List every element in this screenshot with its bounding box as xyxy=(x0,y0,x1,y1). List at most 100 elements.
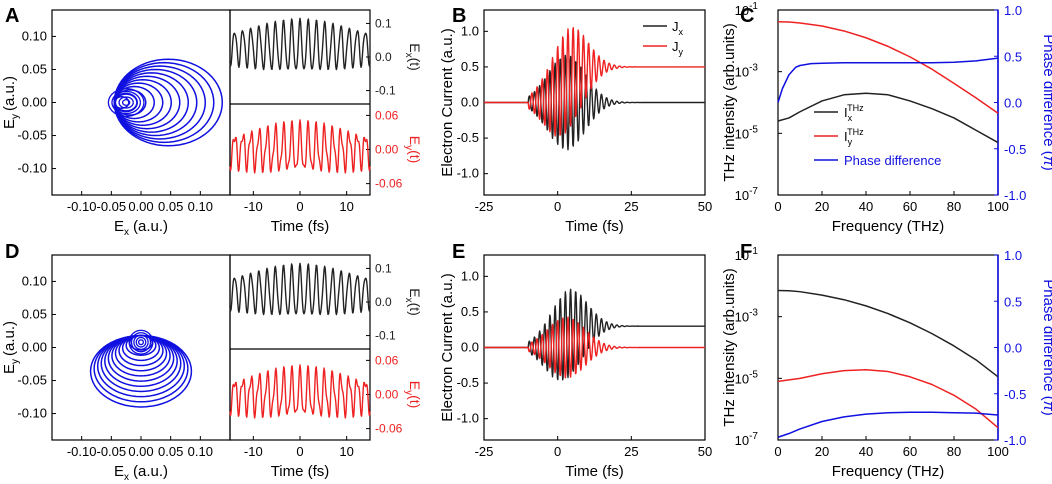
y-tick-label: 0.00 xyxy=(375,388,399,402)
x-tick-label: 25 xyxy=(624,444,638,459)
legend-sub: x xyxy=(679,27,684,37)
y-axis-label-main: E xyxy=(1,119,18,129)
y-tick-mantissa: 10 xyxy=(735,433,749,448)
y-tick-label: 10-1 xyxy=(735,246,759,263)
y-tick-mantissa: 10 xyxy=(735,371,749,386)
y-tick-label: -0.06 xyxy=(375,422,403,436)
x-tick-label: 50 xyxy=(698,444,712,459)
y-tick-label-right: 1.0 xyxy=(1004,3,1022,18)
y-tick-label: 0.1 xyxy=(375,261,392,275)
x-axis-label-unit: (a.u.) xyxy=(133,463,168,480)
x-axis-label: Time (fs) xyxy=(565,463,624,480)
trajectory-inner-loop xyxy=(121,99,131,106)
y-tick-label: 0.5 xyxy=(461,59,479,74)
trajectory-loop xyxy=(89,334,193,408)
y-tick-label: -0.05 xyxy=(17,128,47,143)
x-tick-label: -0.05 xyxy=(97,444,127,459)
y-tick-exponent: -7 xyxy=(749,431,758,442)
panel-label-b: B xyxy=(452,5,466,27)
y-tick-label: 10-1 xyxy=(735,1,759,18)
y-tick-mantissa: 10 xyxy=(735,248,749,263)
x-axis-label-main: E xyxy=(114,218,124,235)
x-tick-label: 100 xyxy=(987,444,1009,459)
y-tick-mantissa: 10 xyxy=(735,310,749,325)
time-frame xyxy=(229,254,371,441)
x-axis-label: Frequency (THz) xyxy=(832,463,945,480)
y-tick-label: 10-5 xyxy=(735,369,759,386)
y-axis-label-sub: y xyxy=(403,390,414,395)
y-tick-label: 0.00 xyxy=(22,340,47,355)
y-tick-label-right: 0.5 xyxy=(1004,49,1022,64)
series-jx xyxy=(483,288,706,381)
y-tick-label: -0.05 xyxy=(17,373,47,388)
legend-sub: x xyxy=(848,113,853,123)
y-tick-exponent: -1 xyxy=(749,1,758,12)
x-tick-label: -0.10 xyxy=(67,444,97,459)
series-ix-thz xyxy=(777,289,999,378)
series-ext xyxy=(229,17,371,71)
x-tick-label: 0.00 xyxy=(128,199,153,214)
y-axis-label-tail: (t) xyxy=(407,150,423,163)
x-tick-label: 10 xyxy=(339,444,353,459)
x-tick-label: 60 xyxy=(903,199,917,214)
legend-label: Jy xyxy=(672,39,684,57)
y-axis-label-bottom: Ey(t) xyxy=(403,381,423,409)
y-axis-label-main: E xyxy=(407,381,423,390)
trajectory-inner-loop xyxy=(128,329,154,355)
y-tick-exponent: -5 xyxy=(749,124,758,135)
y-tick-label: 10-7 xyxy=(735,186,759,203)
y-tick-mantissa: 10 xyxy=(735,65,749,80)
trajectory-loop xyxy=(113,58,224,147)
y-axis-label-unit: (a.u.) xyxy=(1,76,18,111)
y-tick-label-right: -0.5 xyxy=(1004,142,1026,157)
y-tick-mantissa: 10 xyxy=(735,3,749,18)
legend-label: IxTHz xyxy=(844,103,864,123)
x-tick-label: 50 xyxy=(698,199,712,214)
x-tick-label: 0 xyxy=(774,199,781,214)
trajectory-inner-loop xyxy=(114,93,138,112)
panel-label-d: D xyxy=(5,241,19,263)
y-axis-label: Electron Current (a.u.) xyxy=(439,28,456,176)
series-iy-thz xyxy=(777,20,999,114)
x-tick-label: 60 xyxy=(903,444,917,459)
y-tick-label: -0.06 xyxy=(375,177,403,191)
series-phase-difference xyxy=(777,411,999,438)
y-tick-mantissa: 10 xyxy=(735,126,749,141)
y-tick-label: 10-3 xyxy=(735,63,759,80)
y-axis-label: Ey (a.u.) xyxy=(1,76,21,129)
trajectory-loop xyxy=(113,72,190,133)
y-axis-label: Ey (a.u.) xyxy=(1,321,21,374)
trajectory-inner-loop xyxy=(107,88,145,117)
series-eyt xyxy=(229,364,371,419)
y-tick-label-right: -0.5 xyxy=(1004,387,1026,402)
y-tick-label-right: -1.0 xyxy=(1004,188,1026,203)
y-tick-exponent: -1 xyxy=(749,246,758,257)
y-tick-label: -0.1 xyxy=(375,84,396,98)
y-tick-label-right: 0.0 xyxy=(1004,341,1022,356)
x-axis-label: Time (fs) xyxy=(565,218,624,235)
x-tick-label: 0 xyxy=(774,444,781,459)
y-tick-label: -1.0 xyxy=(457,411,479,426)
x-axis-label-main: E xyxy=(114,463,124,480)
x-axis-label-sub: x xyxy=(124,472,129,483)
x-tick-label: 25 xyxy=(624,199,638,214)
y-axis-label-main: E xyxy=(407,136,423,145)
xy-frame-a xyxy=(51,9,231,196)
x-tick-label: 40 xyxy=(859,444,873,459)
trajectory-inner-loop xyxy=(137,339,145,346)
y-tick-exponent: -7 xyxy=(749,186,758,197)
trajectory-inner-loop xyxy=(111,90,142,115)
legend-sub: y xyxy=(679,47,684,57)
y-axis-label-bottom: Ey(t) xyxy=(403,136,423,164)
y-axis-label-left: THz intensity (arb.units) xyxy=(721,23,738,181)
time-frame xyxy=(229,9,371,196)
y-tick-label: -0.5 xyxy=(457,375,479,390)
y-axis-label-sub: x xyxy=(403,298,414,303)
y-axis-label-right-symbol: π xyxy=(1040,156,1052,167)
x-tick-label: 0 xyxy=(296,199,303,214)
trajectory-loop xyxy=(113,65,207,140)
x-tick-label: 20 xyxy=(815,199,829,214)
y-tick-label: 0.05 xyxy=(22,306,47,321)
y-tick-label: 0.5 xyxy=(461,304,479,319)
